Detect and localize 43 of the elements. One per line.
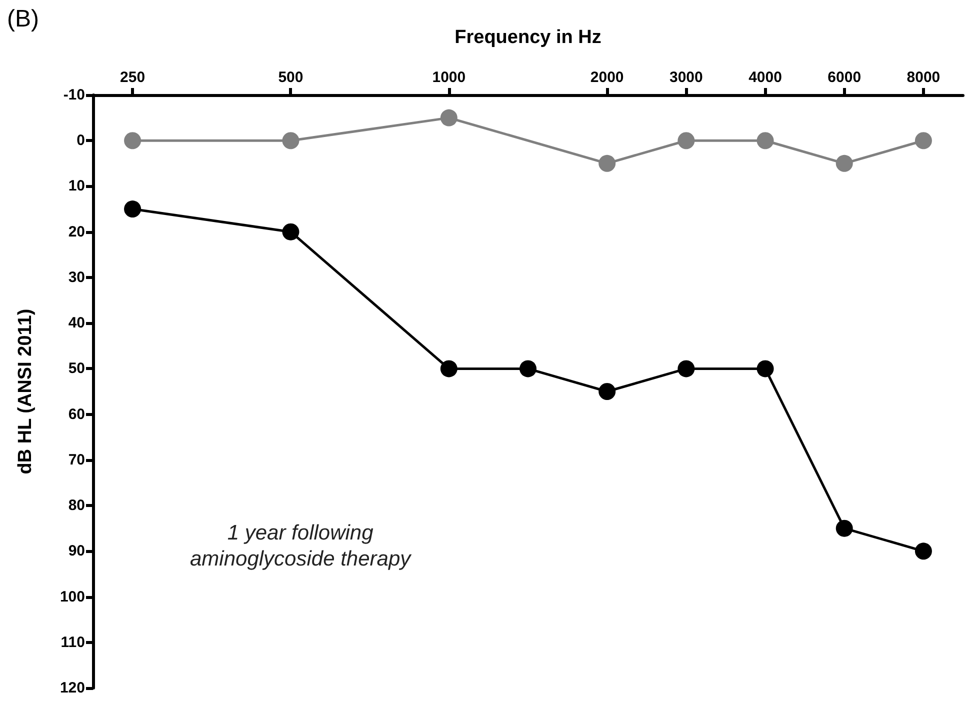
point (914, 132, 932, 150)
point (282, 223, 300, 240)
y-tick-label: 110 (60, 634, 85, 651)
x-tick-label: 4000 (748, 69, 782, 86)
point (440, 360, 458, 378)
point (124, 200, 142, 218)
x-tick-label: 2000 (590, 69, 624, 86)
point (756, 132, 774, 150)
point (836, 154, 853, 172)
y-tick-label: 70 (68, 451, 85, 468)
point (678, 360, 695, 378)
point (756, 360, 774, 378)
y-tick-label: 20 (68, 223, 85, 240)
point (124, 132, 142, 150)
point (440, 109, 458, 126)
y-tick-label: 80 (68, 497, 85, 514)
annotation: 1 year following aminoglycoside therapy (190, 522, 412, 570)
x-tick-label: 3000 (669, 69, 703, 86)
chart-title: (B) (7, 6, 39, 32)
point (282, 132, 300, 150)
y-tick-label: 30 (68, 268, 85, 286)
x-axis-title: Frequency in Hz (454, 27, 602, 48)
y-tick-label: 60 (68, 406, 85, 423)
x-tick-label: 1000 (432, 69, 466, 86)
y-tick-label: 0 (76, 132, 85, 150)
x-tick-label: 250 (120, 69, 146, 86)
y-tick-label: 90 (68, 542, 85, 560)
y-tick-label: 10 (68, 178, 85, 195)
point (836, 520, 853, 537)
x-tick-label: 8000 (906, 69, 940, 86)
y-axis-title: dB HL (ANSI 2011) (15, 308, 36, 474)
y-tick-label: 120 (60, 680, 85, 696)
y-tick-label: 40 (68, 314, 85, 332)
y-tick-label: 50 (68, 360, 85, 378)
y-tick-label: -10 (63, 86, 85, 104)
point (678, 132, 695, 150)
point (520, 360, 536, 378)
point (598, 154, 616, 172)
y-tick-label: 100 (60, 588, 85, 606)
point (598, 383, 616, 400)
x-tick-label: 6000 (828, 69, 862, 86)
x-tick-label: 500 (278, 69, 304, 86)
point (914, 542, 932, 560)
